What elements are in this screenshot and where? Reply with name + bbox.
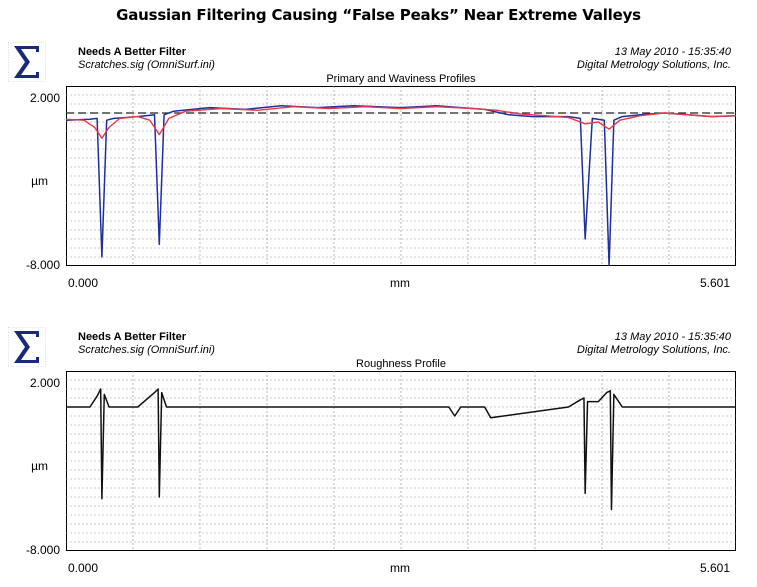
sigma-logo-icon — [8, 327, 46, 367]
y-max-label: 2.000 — [29, 91, 60, 105]
sigma-logo-icon — [8, 42, 46, 82]
primary-profile-line — [66, 105, 736, 266]
company-name: Digital Metrology Solutions, Inc. — [576, 59, 731, 71]
page-title: Gaussian Filtering Causing “False Peaks”… — [116, 6, 641, 24]
plot-title: Roughness Profile — [356, 358, 446, 370]
y-unit-label: µm — [31, 459, 48, 473]
panel-title: Needs A Better Filter — [78, 46, 186, 58]
roughness-profile-line — [66, 388, 736, 511]
waviness-profile-line — [66, 106, 736, 139]
y-min-label: -8.000 — [25, 258, 60, 272]
timestamp: 13 May 2010 - 15:35:40 — [614, 331, 731, 343]
file-name: Scratches.sig (OmniSurf.ini) — [78, 59, 215, 71]
y-max-label: 2.000 — [29, 376, 60, 390]
primary-waviness-plot — [66, 86, 736, 266]
y-unit-label: µm — [31, 174, 48, 188]
company-name: Digital Metrology Solutions, Inc. — [576, 344, 731, 356]
roughness-panel: Needs A Better Filter Scratches.sig (Omn… — [0, 327, 757, 587]
plot-title: Primary and Waviness Profiles — [326, 73, 476, 85]
roughness-plot — [66, 371, 736, 551]
file-name: Scratches.sig (OmniSurf.ini) — [78, 344, 215, 356]
primary-waviness-panel: Needs A Better Filter Scratches.sig (Omn… — [0, 42, 757, 302]
x-min-label: 0.000 — [68, 276, 99, 290]
x-max-label: 5.601 — [700, 276, 731, 290]
y-min-label: -8.000 — [25, 543, 60, 557]
x-unit-label: mm — [390, 276, 410, 290]
panel-title: Needs A Better Filter — [78, 331, 186, 343]
timestamp: 13 May 2010 - 15:35:40 — [614, 46, 731, 58]
x-max-label: 5.601 — [700, 561, 731, 575]
x-min-label: 0.000 — [68, 561, 99, 575]
x-unit-label: mm — [390, 561, 410, 575]
